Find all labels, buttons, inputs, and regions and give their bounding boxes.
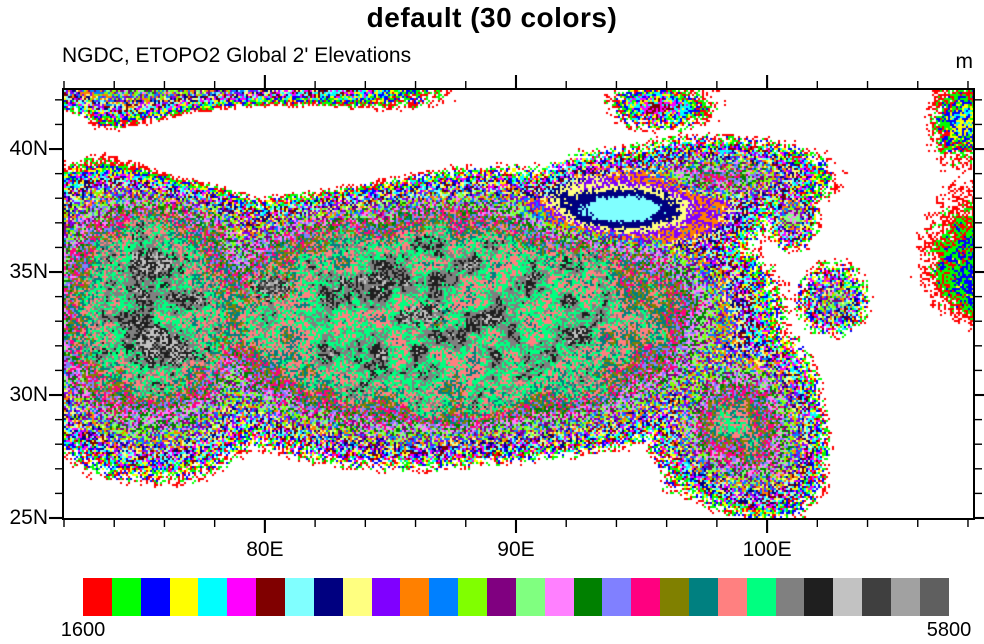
- plot-title: default (30 colors): [366, 2, 618, 33]
- left-string: NGDC, ETOPO2 Global 2' Elevations: [62, 44, 412, 67]
- colorbar-cell: [111, 578, 141, 616]
- colorbar-cell: [487, 578, 516, 616]
- colorbar-cell: [256, 578, 286, 616]
- y-axis-label: 25N: [9, 506, 48, 529]
- colorbar-cell: [602, 578, 632, 616]
- colorbar: [83, 578, 949, 616]
- colorbar-cell: [198, 578, 228, 616]
- colorbar-max-label: 5800: [926, 619, 972, 641]
- colorbar-cell: [660, 578, 690, 616]
- colorbar-cell: [342, 578, 372, 616]
- colorbar-cell: [544, 578, 574, 616]
- colorbar-cell: [458, 578, 488, 616]
- colorbar-cell: [169, 578, 199, 616]
- colorbar-cell: [631, 578, 661, 616]
- y-axis-label: 40N: [9, 137, 48, 161]
- x-axis-label: 90E: [497, 538, 535, 561]
- colorbar-cell: [429, 578, 459, 616]
- colorbar-cell: [689, 578, 718, 616]
- colorbar-min-label: 1600: [60, 619, 106, 641]
- map-plot: [62, 88, 975, 520]
- colorbar-cell: [400, 578, 430, 616]
- colorbar-cell: [371, 578, 401, 616]
- colorbar-cell: [717, 578, 747, 616]
- colorbar-cell: [775, 578, 805, 616]
- y-axis-label: 30N: [9, 383, 48, 406]
- colorbar-cell: [140, 578, 170, 616]
- colorbar-cell: [285, 578, 314, 616]
- colorbar-cell: [862, 578, 892, 616]
- units-label: m: [955, 50, 974, 73]
- colorbar-cell: [833, 578, 863, 616]
- colorbar-cell: [919, 578, 949, 616]
- colorbar-cell: [573, 578, 603, 616]
- colorbar-cell: [891, 578, 920, 616]
- y-axis-label: 35N: [9, 260, 48, 284]
- colorbar-cell: [804, 578, 834, 616]
- elevation-raster: [64, 90, 973, 518]
- colorbar-cell: [227, 578, 257, 616]
- x-axis-label: 100E: [742, 538, 792, 561]
- x-axis-label: 80E: [246, 538, 284, 561]
- colorbar-cell: [83, 578, 112, 616]
- colorbar-cell: [746, 578, 776, 616]
- colorbar-cell: [313, 578, 343, 616]
- colorbar-cell: [515, 578, 545, 616]
